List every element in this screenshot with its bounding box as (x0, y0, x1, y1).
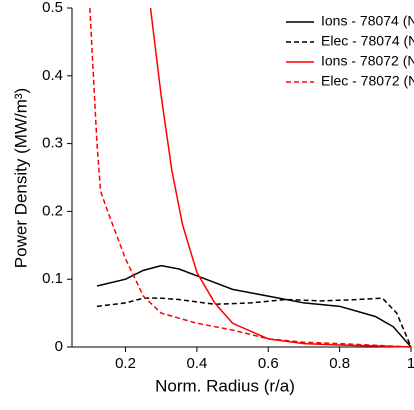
legend-label: Ions - 78074 (NBI) (321, 13, 414, 29)
x-tick-label: 1 (407, 355, 414, 372)
y-tick-label: 0.5 (42, 0, 63, 16)
x-tick-label: 0.4 (186, 355, 207, 372)
x-axis-label: Norm. Radius (r/a) (155, 376, 295, 395)
x-tick-label: 0.2 (115, 355, 136, 372)
x-tick-label: 0.8 (329, 355, 350, 372)
y-tick-label: 0.3 (42, 135, 63, 152)
series-line (96, 297, 412, 348)
y-tick-label: 0.4 (42, 67, 63, 84)
legend-label: Elec - 78072 (NBI+ICRH) (321, 73, 414, 89)
y-tick-label: 0 (55, 338, 63, 355)
y-axis-label: Power Density (MW/m³) (11, 88, 30, 268)
legend-label: Elec - 78074 (NBI) (321, 33, 414, 49)
x-tick-label: 0.6 (258, 355, 279, 372)
y-tick-label: 0.1 (42, 270, 63, 287)
series-line (149, 8, 412, 348)
legend-label: Ions - 78072 (NBI+ICRH) (321, 53, 414, 69)
series-line (96, 264, 412, 348)
y-tick-label: 0.2 (42, 202, 63, 219)
